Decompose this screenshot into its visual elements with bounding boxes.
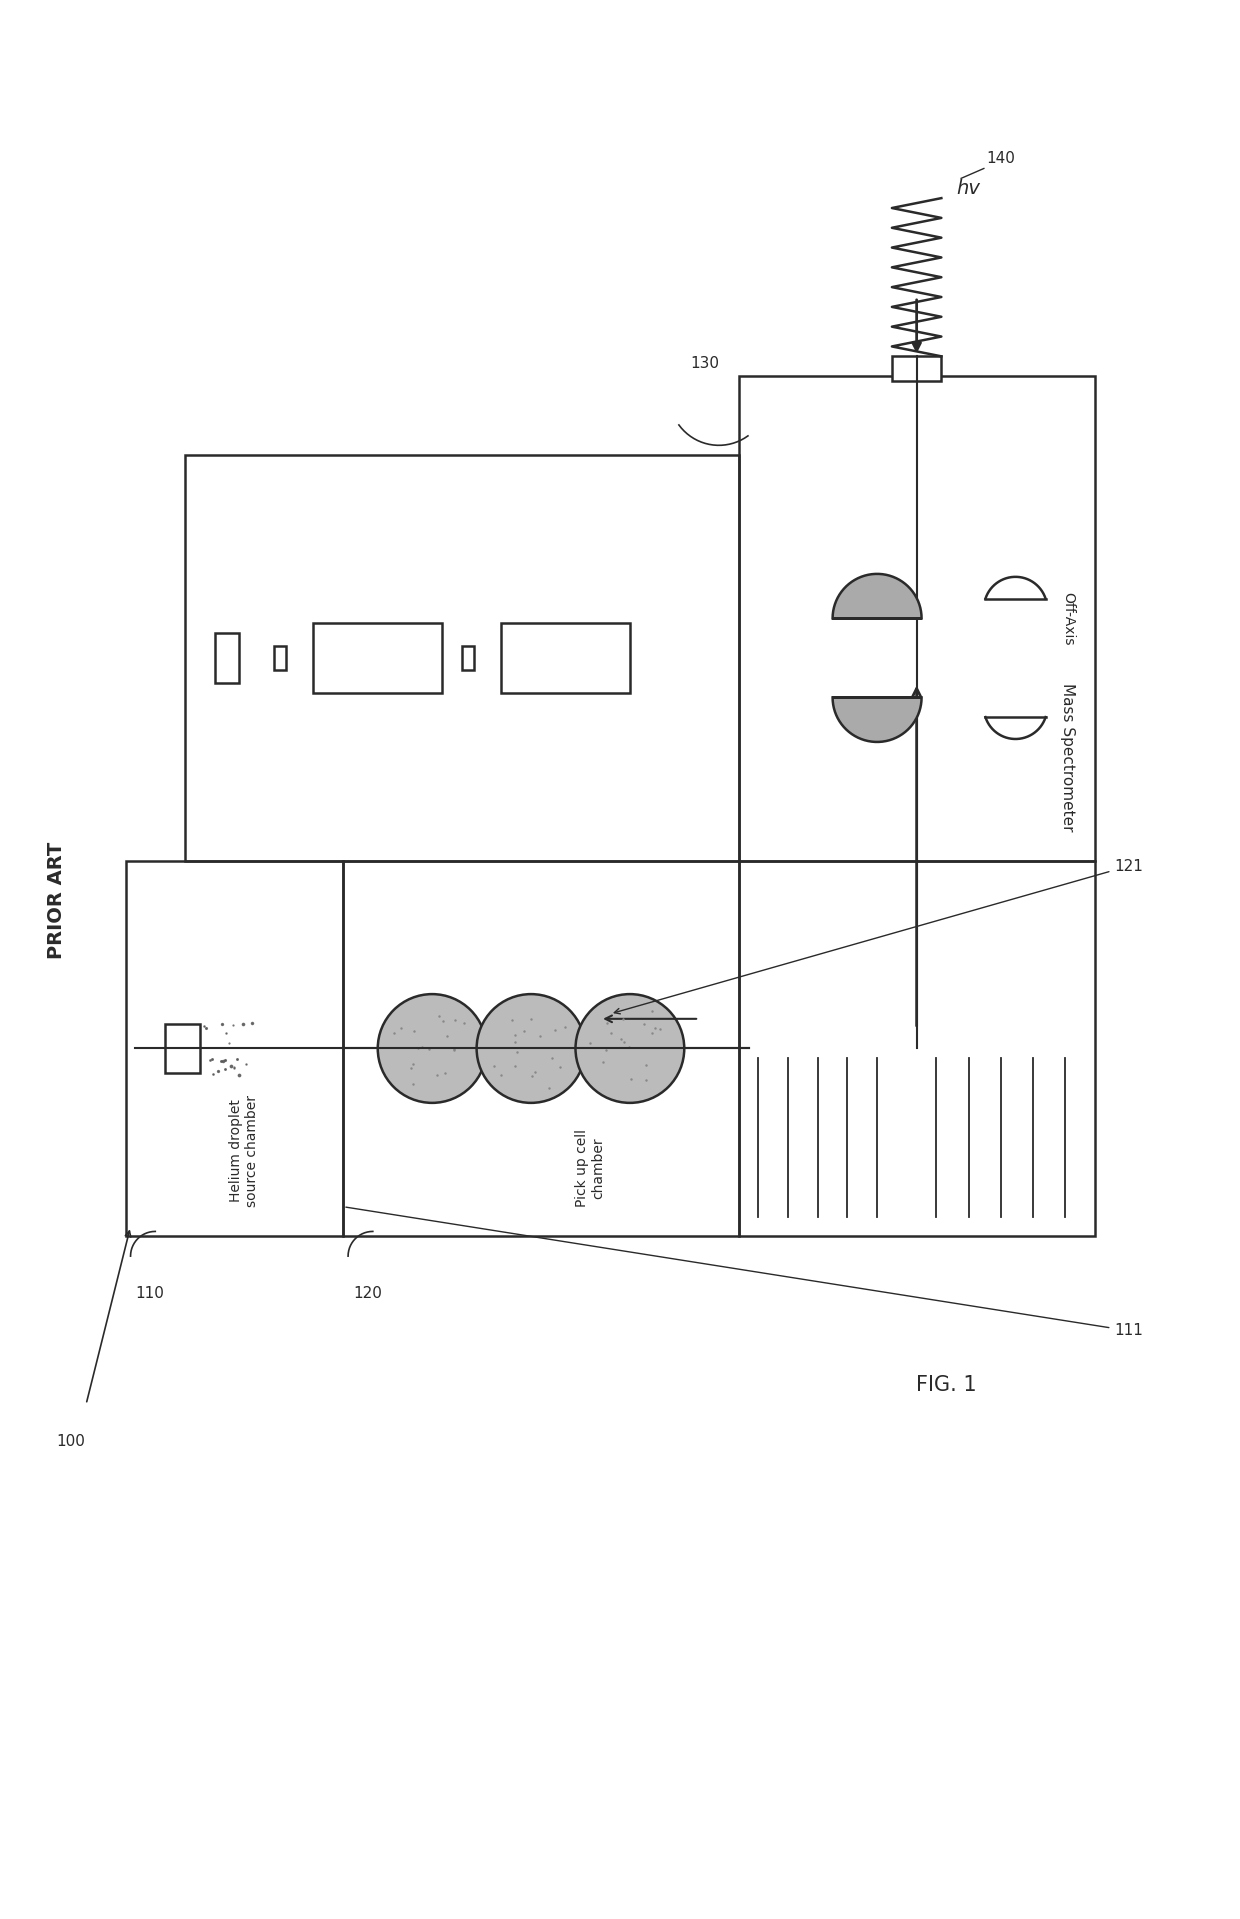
Bar <box>274 647 285 670</box>
Bar <box>165 1023 200 1073</box>
Bar <box>343 860 739 1236</box>
Bar <box>739 376 1095 860</box>
Text: FIG. 1: FIG. 1 <box>916 1374 977 1395</box>
Text: 110: 110 <box>135 1286 165 1301</box>
Circle shape <box>378 994 486 1103</box>
Bar <box>461 647 474 670</box>
Text: PRIOR ART: PRIOR ART <box>47 842 66 960</box>
Circle shape <box>476 994 585 1103</box>
Text: 111: 111 <box>346 1207 1143 1338</box>
Polygon shape <box>832 574 921 618</box>
Bar <box>215 633 239 683</box>
Text: Off-Axis: Off-Axis <box>1061 591 1075 645</box>
Text: 130: 130 <box>689 357 719 372</box>
Text: 100: 100 <box>56 1433 86 1449</box>
Bar <box>501 624 630 693</box>
Polygon shape <box>832 697 921 743</box>
Text: 120: 120 <box>353 1286 382 1301</box>
Text: 140: 140 <box>986 152 1014 167</box>
Text: 121: 121 <box>614 858 1143 1013</box>
Text: hv: hv <box>956 178 980 198</box>
Text: Pick up cell
chamber: Pick up cell chamber <box>575 1128 605 1207</box>
Bar <box>739 860 1095 1236</box>
Bar <box>185 455 739 860</box>
Bar <box>125 860 343 1236</box>
Text: Helium droplet
source chamber: Helium droplet source chamber <box>229 1094 259 1207</box>
Circle shape <box>575 994 684 1103</box>
Bar <box>892 357 941 382</box>
Bar <box>314 624 441 693</box>
Text: Mass Spectrometer: Mass Spectrometer <box>1060 683 1075 831</box>
